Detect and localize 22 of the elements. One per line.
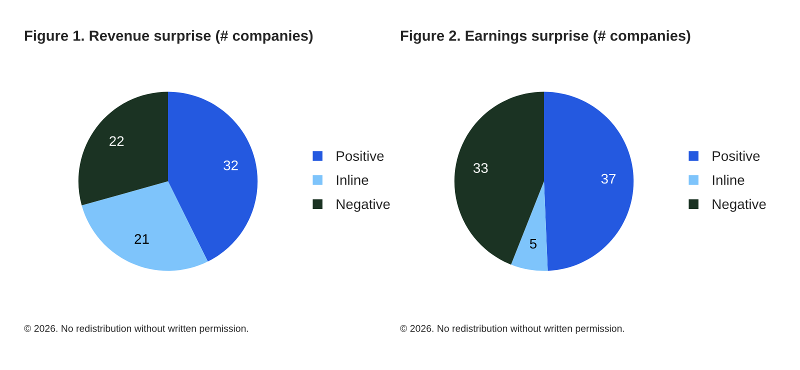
chart-title: Figure 2. Earnings surprise (# companies): [400, 30, 690, 44]
pie-slice: [544, 92, 634, 271]
legend-label: Inline: [336, 174, 368, 186]
chart-title: Figure 1. Revenue surprise (# companies): [24, 30, 313, 44]
legend-label: Negative: [336, 198, 390, 212]
text: © 2026. No redistribution without written permission.: [400, 324, 624, 334]
legend-label: Negative: [712, 198, 766, 212]
pie-slice: [454, 92, 544, 265]
pie-slice: [82, 181, 208, 271]
pie-slice: [511, 181, 548, 271]
legend-label: Positive: [712, 150, 760, 161]
pie-slice: [168, 92, 258, 262]
data-label: 33: [473, 163, 488, 173]
data-label: 37: [601, 174, 616, 184]
legend-label: Inline: [712, 174, 744, 186]
data-label: 5: [530, 238, 537, 249]
data-label: 22: [110, 136, 124, 146]
data-label: 21: [134, 234, 149, 244]
legend-label: Positive: [336, 150, 384, 161]
pie-slice: [78, 92, 168, 206]
data-label: 32: [224, 160, 238, 170]
text: © 2026. No redistribution without written permission.: [24, 324, 248, 334]
